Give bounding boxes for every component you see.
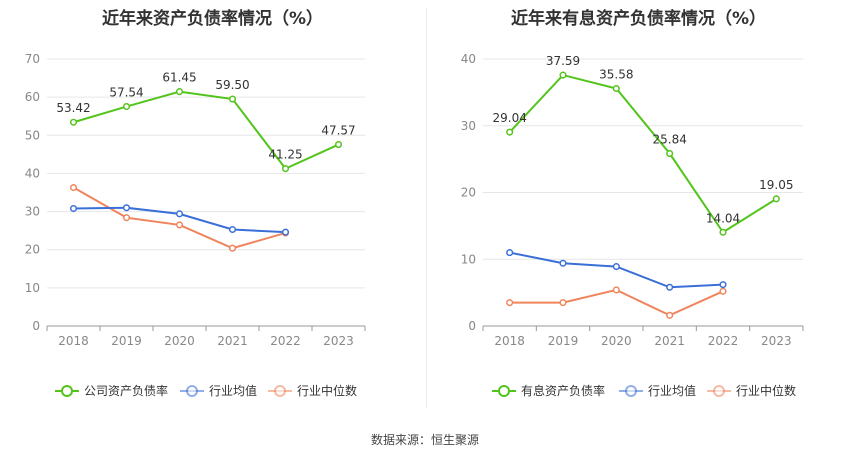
- chart-divider: [426, 8, 427, 408]
- x-tick-label: 2019: [548, 334, 579, 348]
- x-tick-label: 2018: [494, 334, 525, 348]
- legend-item[interactable]: 公司资产负债率: [55, 383, 168, 398]
- legend-label: 有息资产负债率: [521, 383, 605, 398]
- x-tick-label: 2020: [164, 334, 195, 348]
- y-tick-label: 10: [461, 252, 476, 266]
- data-point[interactable]: [666, 311, 674, 319]
- data-label: 57.54: [109, 86, 143, 100]
- y-tick-label: 40: [25, 166, 40, 180]
- data-label: 14.04: [706, 211, 740, 225]
- data-point[interactable]: [559, 71, 567, 79]
- left-chart: 近年来资产负债率情况（%） 0 10 20 30 40 50 60 70 2018 2019 202…: [0, 0, 425, 415]
- data-point[interactable]: [122, 214, 131, 222]
- data-point[interactable]: [719, 287, 727, 295]
- data-point[interactable]: [559, 299, 567, 307]
- y-tick-label: 60: [25, 90, 40, 104]
- chart-title: 近年来资产负债率情况（%）: [101, 9, 324, 29]
- data-point[interactable]: [69, 183, 78, 192]
- data-point[interactable]: [719, 228, 727, 236]
- x-tick-label: 2022: [270, 334, 301, 348]
- y-tick-label: 20: [461, 186, 476, 200]
- legend-marker: [713, 385, 725, 397]
- data-point[interactable]: [122, 204, 131, 212]
- y-tick-label: 10: [25, 281, 40, 295]
- data-point[interactable]: [506, 299, 514, 307]
- y-tick-label: 0: [468, 319, 476, 333]
- legend-label: 公司资产负债率: [84, 383, 168, 398]
- y-tick-label: 70: [25, 52, 40, 66]
- x-tick-label: 2019: [111, 334, 142, 348]
- y-tick-label: 20: [25, 243, 40, 257]
- data-point[interactable]: [69, 118, 78, 126]
- y-tick-label: 0: [32, 319, 40, 333]
- data-point[interactable]: [281, 165, 290, 173]
- data-point[interactable]: [175, 210, 184, 218]
- legend-marker: [498, 385, 510, 397]
- y-tick-label: 30: [461, 119, 476, 133]
- data-label: 37.59: [546, 54, 580, 68]
- legend-marker: [61, 385, 73, 397]
- data-point[interactable]: [612, 286, 620, 294]
- x-tick-label: 2018: [58, 334, 89, 348]
- legend-item[interactable]: 行业均值: [619, 383, 696, 398]
- data-label: 35.58: [599, 68, 633, 82]
- data-label: 29.04: [492, 111, 526, 125]
- legend-marker: [186, 385, 198, 397]
- data-point[interactable]: [228, 225, 237, 234]
- x-tick-label: 2021: [217, 334, 248, 348]
- legend-marker: [274, 385, 286, 397]
- x-tick-label: 2020: [601, 334, 632, 348]
- data-point[interactable]: [281, 228, 290, 236]
- data-label: 25.84: [652, 133, 686, 147]
- data-point[interactable]: [719, 281, 727, 289]
- data-point[interactable]: [772, 195, 780, 203]
- data-label: 19.05: [759, 178, 793, 192]
- data-point[interactable]: [69, 204, 78, 213]
- data-point[interactable]: [506, 128, 514, 136]
- series-line: [509, 288, 724, 317]
- right-chart: 近年来有息资产负债率情况（%） 0 10 20 30 40 2018 2019 2020 202…: [427, 0, 850, 415]
- data-point[interactable]: [175, 221, 184, 229]
- y-tick-label: 30: [25, 205, 40, 219]
- data-point[interactable]: [122, 102, 131, 111]
- chart-svg: 0 10 20 30 40 50 60 70 2018 2019 2020 2021 2022 2023 5…: [25, 52, 366, 398]
- legend-item[interactable]: 行业中位数: [707, 383, 796, 398]
- data-point[interactable]: [506, 249, 514, 257]
- legend-label: 行业中位数: [297, 383, 357, 398]
- legend-label: 行业均值: [648, 383, 696, 398]
- y-tick-label: 40: [461, 52, 476, 66]
- data-point[interactable]: [228, 95, 237, 103]
- series-line: [73, 90, 339, 170]
- series-line: [73, 186, 286, 250]
- series-line: [508, 73, 777, 234]
- chart-svg: 0 10 20 30 40 2018 2019 2020 2021 2022 2023 29.04 37…: [461, 52, 804, 398]
- legend-marker: [625, 385, 637, 397]
- data-label: 61.45: [162, 71, 196, 85]
- data-label: 53.42: [56, 101, 90, 115]
- x-tick-label: 2023: [323, 334, 354, 348]
- x-tick-label: 2023: [761, 334, 792, 348]
- y-tick-label: 50: [25, 128, 40, 142]
- chart-title: 近年来有息资产负债率情况（%）: [510, 9, 767, 29]
- legend-item[interactable]: 行业均值: [180, 383, 257, 398]
- data-source: 数据来源：恒生聚源: [370, 433, 479, 447]
- data-point[interactable]: [559, 259, 567, 267]
- legend-item[interactable]: 有息资产负债率: [492, 383, 605, 398]
- data-point[interactable]: [666, 283, 674, 291]
- legend-label: 行业均值: [209, 383, 257, 398]
- data-point[interactable]: [228, 244, 237, 252]
- data-point[interactable]: [612, 84, 620, 93]
- legend-label: 行业中位数: [736, 383, 796, 398]
- data-label: 47.57: [321, 124, 355, 138]
- data-point[interactable]: [334, 141, 343, 149]
- x-tick-label: 2021: [654, 334, 685, 348]
- data-label: 59.50: [215, 78, 249, 92]
- data-point[interactable]: [612, 263, 620, 271]
- data-point[interactable]: [175, 88, 184, 96]
- data-label: 41.25: [268, 148, 302, 162]
- x-tick-label: 2022: [708, 334, 739, 348]
- data-point[interactable]: [666, 149, 674, 158]
- legend-item[interactable]: 行业中位数: [268, 383, 357, 398]
